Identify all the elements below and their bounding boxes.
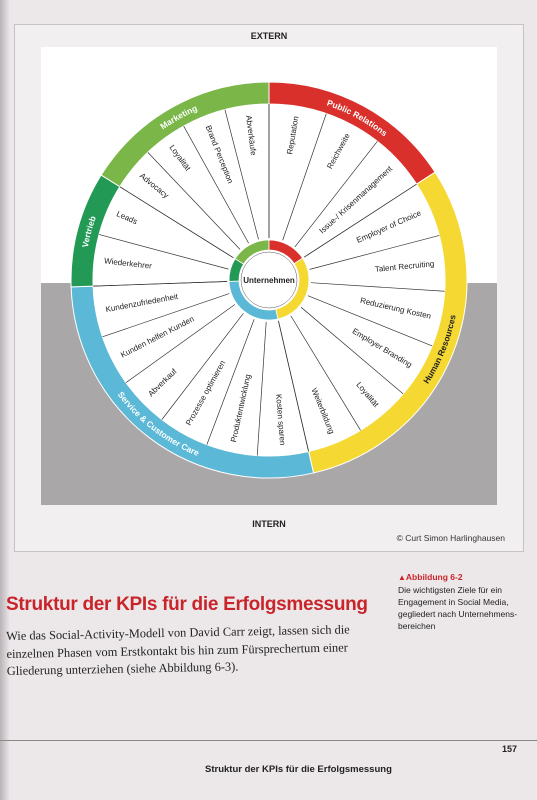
- page-gutter-shadow: [0, 0, 10, 800]
- spoke-line: [125, 304, 236, 383]
- caption-label: Abbildung 6-2: [398, 571, 522, 584]
- running-footer: Struktur der KPIs für die Erfolgsmessung: [205, 764, 392, 775]
- footer-divider: [0, 740, 537, 741]
- spoke-line: [183, 125, 249, 244]
- page-number: 157: [501, 744, 517, 754]
- spoke-line: [224, 109, 259, 240]
- caption-text: Die wichtigsten Ziele für ein Engagement…: [398, 585, 518, 631]
- spoke-line: [102, 293, 230, 338]
- spoke-line: [309, 235, 440, 270]
- spoke-line: [206, 319, 255, 445]
- spoke-line: [307, 295, 433, 347]
- intern-label: INTERN: [252, 519, 286, 529]
- spoke-line: [93, 281, 228, 287]
- spoke-line: [278, 320, 309, 452]
- center-label: Unternehmen: [243, 276, 295, 285]
- center-core: [240, 251, 298, 309]
- spoke-line: [282, 113, 327, 241]
- spoke-line: [310, 282, 445, 292]
- body-paragraph: Wie das Social-Activity-Modell von David…: [6, 622, 350, 678]
- segment-ring-vertrieb: [70, 174, 121, 288]
- spoke-line: [98, 234, 229, 270]
- spoke-line: [294, 141, 378, 248]
- kpi-item-label: Kosten sparen: [274, 394, 287, 446]
- spoke-line: [147, 152, 241, 250]
- spoke-line: [304, 183, 417, 258]
- spoke-line: [256, 321, 267, 456]
- figure-credit: © Curt Simon Harlinghausen: [396, 533, 505, 543]
- section-heading: Struktur der KPIs für die Erfolgsmessung: [6, 594, 368, 615]
- extern-label: EXTERN: [251, 31, 288, 41]
- spoke-line: [290, 315, 361, 431]
- spoke-line: [300, 306, 404, 395]
- spoke-line: [161, 313, 244, 420]
- figure-caption: Abbildung 6-2 Die wichtigsten Ziele für …: [398, 571, 522, 632]
- figure: EXTERN INTERN Marketing Advocacy Loyalität Br…: [14, 24, 524, 552]
- spoke-line: [119, 186, 234, 259]
